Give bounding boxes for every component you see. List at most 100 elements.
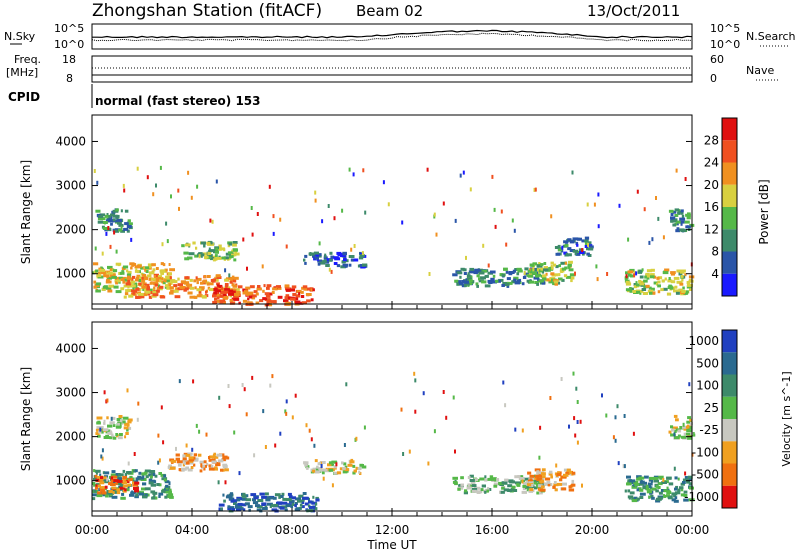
data-cell	[200, 253, 203, 258]
data-cell	[572, 249, 579, 253]
data-cell	[684, 220, 690, 224]
data-cell	[130, 280, 135, 284]
data-cell	[435, 232, 438, 237]
data-cell	[442, 390, 445, 394]
data-cell	[281, 492, 285, 496]
data-cell	[462, 170, 465, 175]
data-cell	[274, 493, 281, 497]
data-cell	[474, 268, 481, 272]
data-cell	[141, 276, 144, 280]
data-cell	[167, 465, 170, 469]
data-cell	[674, 476, 678, 480]
data-cell	[213, 452, 216, 456]
data-cell	[328, 468, 334, 472]
data-cell	[124, 222, 130, 226]
data-cell	[259, 492, 265, 496]
data-cell	[352, 172, 355, 177]
data-cell	[122, 469, 126, 473]
data-cell	[113, 479, 119, 483]
data-cell	[402, 452, 405, 456]
data-cell	[112, 424, 116, 427]
data-cell	[127, 279, 131, 283]
data-cell	[268, 303, 273, 307]
data-cell	[232, 284, 238, 288]
data-cell	[166, 239, 169, 244]
data-cell	[492, 280, 497, 284]
data-cell	[532, 267, 535, 272]
data-cell	[679, 282, 684, 286]
data-cell	[683, 427, 689, 431]
data-cell	[130, 266, 133, 270]
data-cell	[234, 252, 240, 256]
data-cell	[506, 277, 511, 281]
data-cell	[564, 244, 569, 248]
data-cell	[99, 268, 106, 272]
data-cell	[560, 475, 567, 479]
data-cell	[341, 208, 344, 213]
data-cell	[674, 208, 680, 212]
data-cell	[667, 279, 673, 283]
n-search-tick-high: 10^5	[710, 22, 740, 35]
data-cell	[95, 209, 101, 213]
data-cell	[573, 416, 576, 421]
data-cell	[510, 487, 515, 491]
data-cell	[148, 295, 153, 299]
velocity-plot-area	[91, 321, 693, 517]
data-cell	[464, 280, 469, 284]
data-cell	[109, 421, 115, 425]
data-cell	[188, 458, 195, 462]
data-cell	[345, 382, 348, 387]
data-cell	[524, 267, 529, 271]
data-cell	[454, 449, 456, 454]
y-tick-label: 1000	[55, 267, 86, 281]
data-cell	[206, 254, 213, 258]
data-cell	[180, 285, 186, 289]
data-cell	[127, 420, 132, 424]
data-cell	[574, 252, 577, 256]
y-tick-label: 2000	[55, 430, 86, 444]
data-cell	[464, 282, 470, 286]
data-cell	[682, 286, 685, 290]
data-cell	[155, 280, 159, 284]
data-cell	[363, 425, 366, 430]
data-cell	[522, 482, 528, 485]
data-cell	[164, 480, 170, 484]
data-cell	[216, 296, 220, 300]
data-cell	[511, 485, 516, 489]
data-cell	[168, 263, 171, 266]
data-cell	[662, 235, 665, 240]
data-cell	[688, 482, 693, 486]
data-cell	[471, 489, 477, 493]
data-cell	[566, 468, 571, 472]
data-cell	[670, 433, 676, 437]
data-cell	[631, 497, 636, 501]
data-cell	[196, 288, 203, 292]
data-cell	[150, 291, 154, 295]
data-cell	[469, 267, 474, 271]
colorbar-swatch	[722, 419, 737, 442]
data-cell	[527, 483, 533, 487]
data-cell	[307, 287, 311, 291]
data-cell	[222, 468, 225, 472]
data-cell	[236, 498, 241, 502]
data-cell	[490, 270, 496, 274]
data-cell	[285, 504, 292, 508]
data-cell	[251, 375, 254, 380]
data-cell	[116, 491, 121, 495]
data-cell	[476, 274, 480, 278]
data-cell	[353, 244, 356, 248]
data-cell	[537, 477, 542, 481]
data-cell	[108, 490, 113, 493]
data-cell	[126, 428, 129, 432]
data-cell	[629, 287, 632, 290]
data-cell	[481, 484, 486, 488]
data-cell	[163, 279, 167, 283]
data-cell	[169, 276, 172, 280]
data-cell	[635, 271, 638, 276]
data-cell	[541, 485, 545, 489]
data-cell	[231, 275, 235, 279]
data-cell	[330, 269, 333, 274]
x-tick-label: 04:00	[175, 523, 210, 537]
data-cell	[414, 378, 417, 383]
data-cell	[327, 204, 330, 208]
